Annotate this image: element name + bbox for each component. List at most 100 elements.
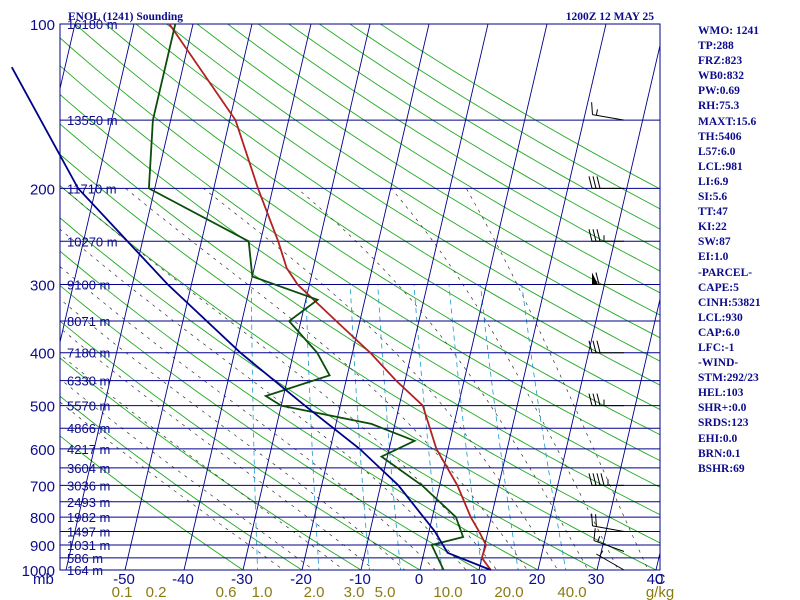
height-label: 164 m — [67, 563, 103, 578]
index-item: SW:87 — [698, 236, 731, 249]
height-label: 8071 m — [67, 314, 110, 329]
wind-barb-half — [595, 109, 598, 116]
mixing-ratio-line — [250, 284, 259, 570]
mixing-ratio-line — [480, 284, 519, 570]
wind-barb — [593, 528, 625, 552]
index-item: HEL:103 — [698, 387, 744, 400]
mixing-ratio-tick-label: 20.0 — [494, 584, 523, 600]
temperature-tick-label: 30 — [588, 571, 605, 588]
dry-adiabat — [60, 284, 480, 570]
height-label: 3604 m — [67, 461, 110, 476]
index-item: TT:47 — [698, 206, 728, 219]
mixing-ratio-unit-label: g/kg — [646, 584, 674, 600]
index-item: SRDS:123 — [698, 417, 749, 430]
index-item: WMO: 1241 — [698, 25, 760, 37]
temperature-tick-label: -30 — [231, 571, 253, 588]
wind-barb-full — [592, 340, 597, 353]
wind-barb-full — [595, 514, 597, 527]
dry-adiabat — [74, 24, 660, 411]
mixing-ratio-tick-label: 10.0 — [433, 584, 462, 600]
index-item: TP:288 — [698, 40, 734, 53]
mixing-ratio-tick-label: 40.0 — [557, 584, 586, 600]
index-item: MAXT:15.6 — [698, 115, 757, 128]
wind-barb-full — [591, 102, 593, 115]
dry-adiabat — [60, 250, 539, 570]
height-label: 10270 m — [67, 234, 118, 249]
dry-adiabat — [135, 24, 660, 362]
height-label: 11710 m — [67, 181, 117, 196]
index-item: CAPE:5 — [698, 281, 739, 294]
isotherm — [537, 43, 660, 570]
pressure-tick-label: 800 — [30, 510, 55, 527]
dry-adiabat — [60, 123, 660, 516]
mixing-ratio-line — [413, 284, 443, 570]
wind-barb-full — [588, 473, 593, 486]
valid-time: 1200Z 12 MAY 25 — [566, 11, 655, 23]
index-item: CINH:53821 — [698, 296, 761, 309]
height-label: 586 m — [67, 551, 103, 566]
temperature-tick-label: 0 — [415, 571, 423, 588]
pressure-tick-label: 200 — [30, 181, 55, 198]
index-item: LI:6.9 — [698, 175, 729, 188]
dry-adiabat — [227, 24, 660, 294]
temperature-tick-label: -20 — [290, 571, 312, 588]
mixing-ratio-tick-label: 1.0 — [252, 584, 273, 600]
wind-barb-half — [597, 536, 601, 543]
height-label: 4866 m — [67, 421, 110, 436]
index-item: STM:292/23 — [698, 372, 759, 385]
wind-barb-full — [588, 229, 593, 242]
dry-adiabat — [288, 24, 660, 251]
isotherm — [360, 24, 489, 570]
wind-barb-full — [595, 272, 600, 285]
pressure-tick-label: 600 — [30, 442, 55, 459]
wind-barb-full — [596, 393, 601, 406]
height-label: 7180 m — [67, 346, 110, 361]
moist-adiabat — [60, 378, 315, 570]
wind-barb-staff — [592, 114, 625, 121]
index-item: PW:0.69 — [698, 85, 740, 98]
index-item: WB0:832 — [698, 70, 744, 83]
temperature-unit-label: C — [655, 571, 666, 588]
wind-barb — [588, 340, 624, 354]
wind-barb-full — [592, 473, 597, 486]
dry-adiabat — [60, 37, 660, 436]
index-item: FRZ:823 — [698, 55, 743, 68]
height-label: 2493 m — [67, 495, 110, 510]
wind-barb-full — [596, 229, 601, 242]
height-label: 1031 m — [67, 538, 110, 553]
wind-barb-full — [592, 176, 597, 189]
mixing-ratio-tick-label: 3.0 — [344, 584, 365, 600]
mixing-ratio-line — [305, 284, 320, 570]
wind-barb-full — [592, 393, 597, 406]
mixing-ratio-tick-label: 5.0 — [375, 584, 396, 600]
wind-barb-full — [592, 229, 597, 242]
dry-adiabat — [60, 395, 303, 570]
moist-adiabat — [390, 188, 619, 570]
isotherm — [124, 24, 253, 570]
isotherm — [596, 297, 660, 570]
moist-adiabat — [60, 266, 436, 570]
wind-barb-full — [591, 513, 593, 526]
mixing-ratio-tick-label: 0.1 — [112, 584, 133, 600]
wind-barb-staff — [593, 540, 625, 552]
wind-barb-full — [588, 340, 593, 353]
moist-adiabat — [60, 327, 375, 570]
moist-adiabat — [60, 401, 285, 570]
wind-barb — [591, 513, 625, 532]
pressure-axis-label: mb — [33, 571, 54, 588]
dry-adiabat — [105, 24, 660, 386]
temperature-tick-label: 20 — [529, 571, 546, 588]
dry-adiabat — [257, 24, 660, 272]
pressure-tick-label: 700 — [30, 478, 55, 495]
height-label: 3036 m — [67, 478, 110, 493]
dry-adiabat — [60, 185, 657, 570]
pressure-tick-label: 500 — [30, 399, 55, 416]
index-item: CAP:6.0 — [698, 326, 740, 339]
height-label: 1497 m — [67, 524, 110, 539]
index-item: TH:5406 — [698, 130, 742, 143]
chart-title: ENOL (1241) Sounding — [68, 11, 183, 23]
dry-adiabat — [196, 24, 660, 316]
dry-adiabat — [60, 65, 660, 462]
height-label: 13550 m — [67, 113, 118, 128]
